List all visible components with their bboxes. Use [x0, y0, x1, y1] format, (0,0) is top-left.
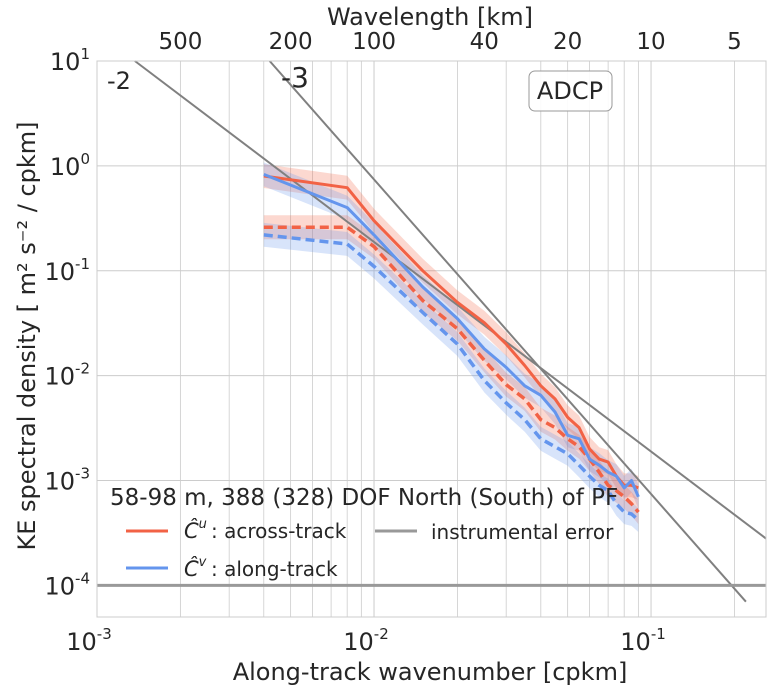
legend-symbol-along: Ĉv: [184, 555, 207, 581]
data-series: [263, 173, 640, 522]
slope-minus2-label: -2: [107, 67, 131, 95]
top-tick-label: 5: [727, 29, 742, 55]
reference-line-slope_minus3: [268, 60, 747, 603]
adcp-label: ADCP: [537, 77, 603, 105]
series-line-across_south: [263, 225, 640, 514]
y-tick-label: 10-4: [44, 569, 90, 600]
y-tick-label: 100: [50, 150, 90, 181]
legend-label-along: : along-track: [211, 557, 338, 581]
x-tick-labels: 10-3 10-2 10-1: [66, 625, 666, 656]
y-tick-label: 10-1: [44, 255, 90, 286]
series-line-along_north: [263, 173, 640, 498]
grid: [96, 60, 766, 617]
reference-line-slope_minus2: [134, 60, 767, 540]
top-tick-label: 200: [269, 29, 313, 55]
y-tick-label: 10-2: [44, 360, 90, 391]
adcp-box: [528, 70, 613, 112]
reference-lines: [134, 60, 767, 603]
top-tick-label: 10: [636, 29, 665, 55]
legend-label-error: instrumental error: [431, 520, 614, 544]
slope-minus3-label: -3: [281, 61, 309, 94]
y-tick-label: 101: [50, 45, 90, 76]
top-tick-labels: 500 200 100 40 20 10 5: [158, 29, 741, 55]
top-axis-title: Wavelength [km]: [327, 3, 533, 31]
plot-frame: [96, 60, 767, 618]
x-tick-label: 10-1: [620, 625, 666, 656]
x-tick-label: 10-3: [66, 625, 112, 656]
top-tick-label: 100: [352, 29, 396, 55]
y-tick-label: 10-3: [44, 465, 90, 496]
y-axis-title: KE spectral density [ m² s⁻² / cpkm]: [13, 122, 41, 551]
x-tick-label: 10-2: [343, 625, 389, 656]
legend-symbol-across: Ĉu: [184, 517, 207, 543]
top-tick-label: 40: [470, 29, 499, 55]
top-tick-label: 500: [158, 29, 202, 55]
top-tick-label: 20: [553, 29, 582, 55]
legend-title: 58-98 m, 388 (328) DOF North (South) of …: [110, 485, 618, 511]
uncertainty-bands: [263, 162, 639, 532]
x-axis-title: Along-track wavenumber [cpkm]: [233, 658, 628, 686]
legend-label-across: : across-track: [211, 519, 347, 543]
series-line-along_south: [263, 233, 640, 522]
y-tick-labels: 101 100 10-1 10-2 10-3 10-4: [44, 45, 90, 600]
